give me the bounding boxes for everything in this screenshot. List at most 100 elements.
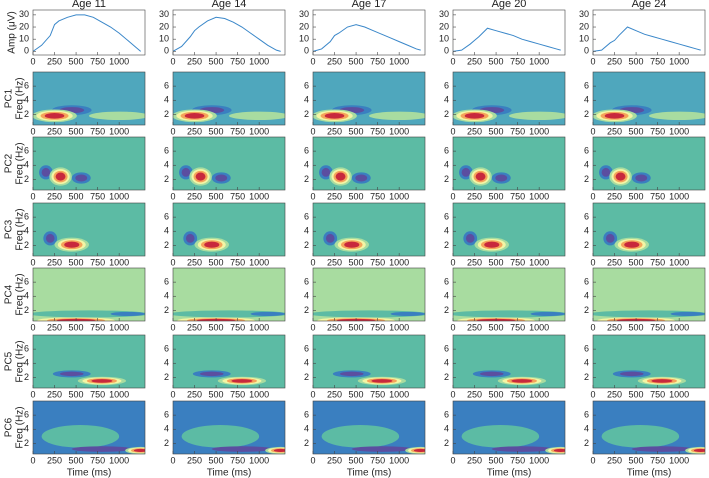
contour (44, 113, 65, 119)
x-tick-label: 0 (450, 191, 455, 201)
contour (615, 172, 626, 181)
contour (133, 448, 145, 453)
x-tick-label: 500 (209, 56, 224, 66)
axes-frame (592, 9, 706, 56)
y-tick-label: 10 (579, 34, 589, 44)
heatmap-background (453, 137, 565, 190)
x-tick-label: 500 (629, 56, 644, 66)
y-tick-label: 6 (164, 81, 169, 91)
contour (71, 446, 133, 452)
axes-frame (592, 334, 706, 389)
heatmap (33, 203, 145, 256)
x-tick-label: 1000 (389, 191, 409, 201)
x-tick-label: 500 (209, 191, 224, 201)
panel: 2 4 6 0 250 500 750 1000 (24, 202, 146, 267)
y-tick-label: 2 (444, 109, 449, 119)
waveform (32, 14, 142, 52)
panel: 2 4 6 0 250 500 750 1000 Time (ms) (164, 400, 286, 478)
x-tick-label: 1000 (389, 126, 409, 136)
x-tick-label: 250 (467, 455, 482, 465)
y-tick-label: 4 (444, 358, 449, 368)
axes-frame (592, 71, 706, 126)
y-tick-label: 0 (164, 46, 169, 56)
x-tick-label: 0 (310, 389, 315, 399)
x-tick-label: 750 (370, 257, 385, 267)
y-tick-label: 30 (19, 9, 29, 19)
x-tick-label: 500 (629, 389, 644, 399)
x-tick-label: 1000 (529, 322, 549, 332)
x-tick-label: 1000 (529, 191, 549, 201)
axes-frame (312, 334, 426, 389)
x-tick-label: 250 (327, 322, 342, 332)
contour (321, 425, 400, 448)
contour (624, 241, 640, 248)
panel: 2 4 6 0 250 500 750 1000 (164, 71, 286, 136)
heatmap (313, 203, 425, 256)
x-tick-label: 0 (310, 126, 315, 136)
x-tick-label: 0 (30, 56, 35, 66)
panel: 2 4 6 0 250 500 750 1000 (304, 334, 426, 399)
x-tick-label: 0 (310, 56, 315, 66)
x-tick-label: 750 (510, 56, 525, 66)
x-tick-label: 250 (467, 56, 482, 66)
panel: 2 4 6 0 250 500 750 1000 (584, 136, 706, 201)
y-tick-label: 6 (304, 344, 309, 354)
x-tick-label: 1000 (529, 56, 549, 66)
x-tick-label: 250 (467, 322, 482, 332)
heatmap (593, 268, 705, 321)
x-tick-label: 750 (650, 389, 665, 399)
x-tick-label: 0 (590, 257, 595, 267)
x-tick-label: 0 (170, 257, 175, 267)
panel: 2 4 6 0 250 500 750 1000 (584, 267, 706, 332)
contour (195, 172, 206, 181)
panel: 2 4 6 0 250 500 750 1000 (164, 202, 286, 267)
x-tick-label: 250 (47, 257, 62, 267)
axes-frame (32, 400, 146, 455)
y-tick-label: 2 (304, 240, 309, 250)
y-tick-label: 2 (444, 438, 449, 448)
x-tick-label: 250 (187, 126, 202, 136)
waveform (312, 24, 421, 52)
panel: 2 4 6 0 250 500 750 1000 (444, 267, 566, 332)
heatmap (173, 137, 285, 190)
y-tick-label: 4 (444, 291, 449, 301)
contour (651, 379, 673, 383)
y-tick-label: 4 (164, 291, 169, 301)
panel: 2 4 6 0 250 500 750 1000 Time (ms) (24, 400, 146, 478)
x-tick-label: 0 (450, 126, 455, 136)
contour (484, 241, 500, 248)
x-tick-label: 0 (30, 455, 35, 465)
x-tick-label: 1000 (389, 389, 409, 399)
axes-frame (32, 202, 146, 257)
y-tick-label: 4 (24, 95, 29, 105)
x-tick-label: 250 (47, 322, 62, 332)
x-tick-label: 500 (349, 56, 364, 66)
column-title: Age 14 (212, 0, 247, 10)
panel: Age 14 0 10 20 30 0 250 500 750 1000 (159, 0, 286, 66)
y-axis-label: Freq (Hz) (15, 340, 26, 382)
contour (250, 311, 285, 317)
panel: 2 4 6 0 250 500 750 1000 (164, 334, 286, 399)
y-axis-label: Freq (Hz) (15, 77, 26, 119)
contour (344, 241, 360, 248)
x-tick-label: 750 (230, 389, 245, 399)
x-tick-label: 250 (467, 126, 482, 136)
x-tick-label: 250 (327, 56, 342, 66)
x-tick-label: 500 (69, 191, 84, 201)
contour (670, 311, 705, 317)
contour (231, 379, 253, 383)
y-tick-label: 4 (584, 424, 589, 434)
y-tick-label: 2 (164, 372, 169, 382)
y-tick-label: 30 (439, 9, 449, 19)
x-tick-label: 1000 (669, 389, 689, 399)
panel: 2 4 6 0 250 500 750 1000 (24, 334, 146, 399)
x-tick-label: 1000 (669, 191, 689, 201)
x-tick-label: 500 (489, 322, 504, 332)
contour (635, 174, 648, 182)
contour (211, 446, 273, 452)
x-tick-label: 1000 (109, 455, 129, 465)
x-tick-label: 250 (327, 126, 342, 136)
x-tick-label: 500 (489, 191, 504, 201)
x-tick-label: 1000 (669, 257, 689, 267)
heatmap (33, 401, 145, 454)
